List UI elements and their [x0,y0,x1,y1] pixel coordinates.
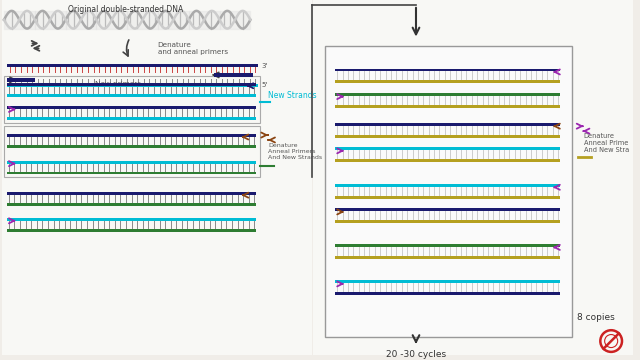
Bar [335,292,560,295]
Bar [335,244,560,247]
Bar [7,161,256,164]
Bar [7,64,259,67]
Text: New primers: New primers [95,81,141,87]
Bar [4,76,260,123]
Bar [7,94,256,96]
Bar [7,218,256,221]
Bar [335,80,560,83]
Bar [335,123,560,126]
Text: 20 -30 cycles: 20 -30 cycles [386,350,446,359]
Bar [7,83,256,86]
Bar [7,78,35,82]
Text: New Strands: New Strands [268,91,317,100]
Bar [7,145,256,148]
Bar [7,117,256,120]
Bar [7,134,256,137]
Bar [4,126,260,177]
Text: Denature
Anneal Primers
And New Strands: Denature Anneal Primers And New Strands [268,144,323,160]
Bar [335,159,560,162]
Bar [2,0,312,355]
Bar [7,192,256,195]
Bar [335,93,560,96]
Text: Denature
Anneal Prime
And New Stra: Denature Anneal Prime And New Stra [584,133,629,153]
Bar [335,280,560,283]
Bar [335,68,560,72]
Bar [335,256,560,259]
Bar [7,229,256,231]
Bar [314,0,633,355]
Bar [335,196,560,199]
Bar [7,203,256,206]
Bar [325,46,572,337]
Bar [335,105,560,108]
Bar [7,107,256,109]
Bar [325,46,572,337]
Bar [335,208,560,211]
Bar [335,184,560,187]
Bar [335,135,560,138]
Text: 3': 3' [261,63,268,68]
Bar [7,84,259,87]
Bar [214,73,253,77]
Text: 8 copies: 8 copies [577,313,614,322]
Bar [7,171,256,175]
Text: Original double-stranded DNA: Original double-stranded DNA [68,5,183,14]
Text: 5': 5' [261,82,268,88]
Bar [335,220,560,223]
Bar [335,147,560,150]
Text: Denature
and anneal primers: Denature and anneal primers [157,42,228,55]
